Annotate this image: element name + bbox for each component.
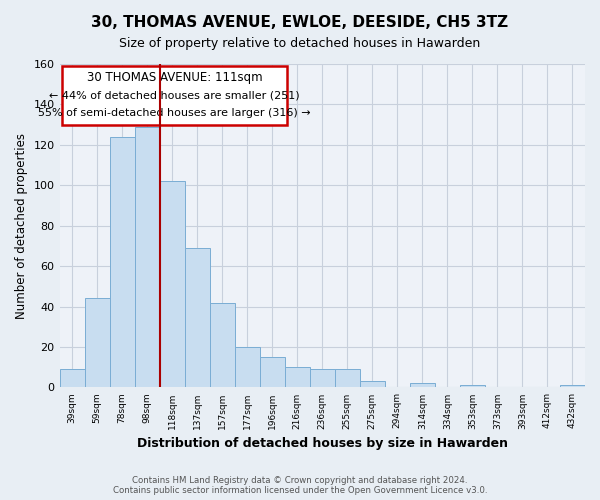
Bar bbox=[310, 369, 335, 388]
Bar bbox=[85, 298, 110, 388]
Bar bbox=[160, 181, 185, 388]
Bar bbox=[235, 347, 260, 388]
Bar bbox=[110, 137, 134, 388]
Bar bbox=[209, 302, 235, 388]
Text: Size of property relative to detached houses in Hawarden: Size of property relative to detached ho… bbox=[119, 38, 481, 51]
Bar bbox=[360, 382, 385, 388]
Text: Contains HM Land Registry data © Crown copyright and database right 2024.
Contai: Contains HM Land Registry data © Crown c… bbox=[113, 476, 487, 495]
Text: 30 THOMAS AVENUE: 111sqm: 30 THOMAS AVENUE: 111sqm bbox=[87, 71, 262, 84]
Bar bbox=[560, 386, 585, 388]
Bar bbox=[185, 248, 209, 388]
Y-axis label: Number of detached properties: Number of detached properties bbox=[15, 132, 28, 318]
Bar bbox=[59, 369, 85, 388]
Bar bbox=[460, 386, 485, 388]
Bar bbox=[260, 357, 285, 388]
X-axis label: Distribution of detached houses by size in Hawarden: Distribution of detached houses by size … bbox=[137, 437, 508, 450]
Bar bbox=[285, 367, 310, 388]
Text: 55% of semi-detached houses are larger (316) →: 55% of semi-detached houses are larger (… bbox=[38, 108, 311, 118]
Text: 30, THOMAS AVENUE, EWLOE, DEESIDE, CH5 3TZ: 30, THOMAS AVENUE, EWLOE, DEESIDE, CH5 3… bbox=[91, 15, 509, 30]
Bar bbox=[410, 384, 435, 388]
Text: ← 44% of detached houses are smaller (251): ← 44% of detached houses are smaller (25… bbox=[49, 90, 300, 101]
FancyBboxPatch shape bbox=[62, 66, 287, 124]
Bar bbox=[335, 369, 360, 388]
Bar bbox=[134, 126, 160, 388]
